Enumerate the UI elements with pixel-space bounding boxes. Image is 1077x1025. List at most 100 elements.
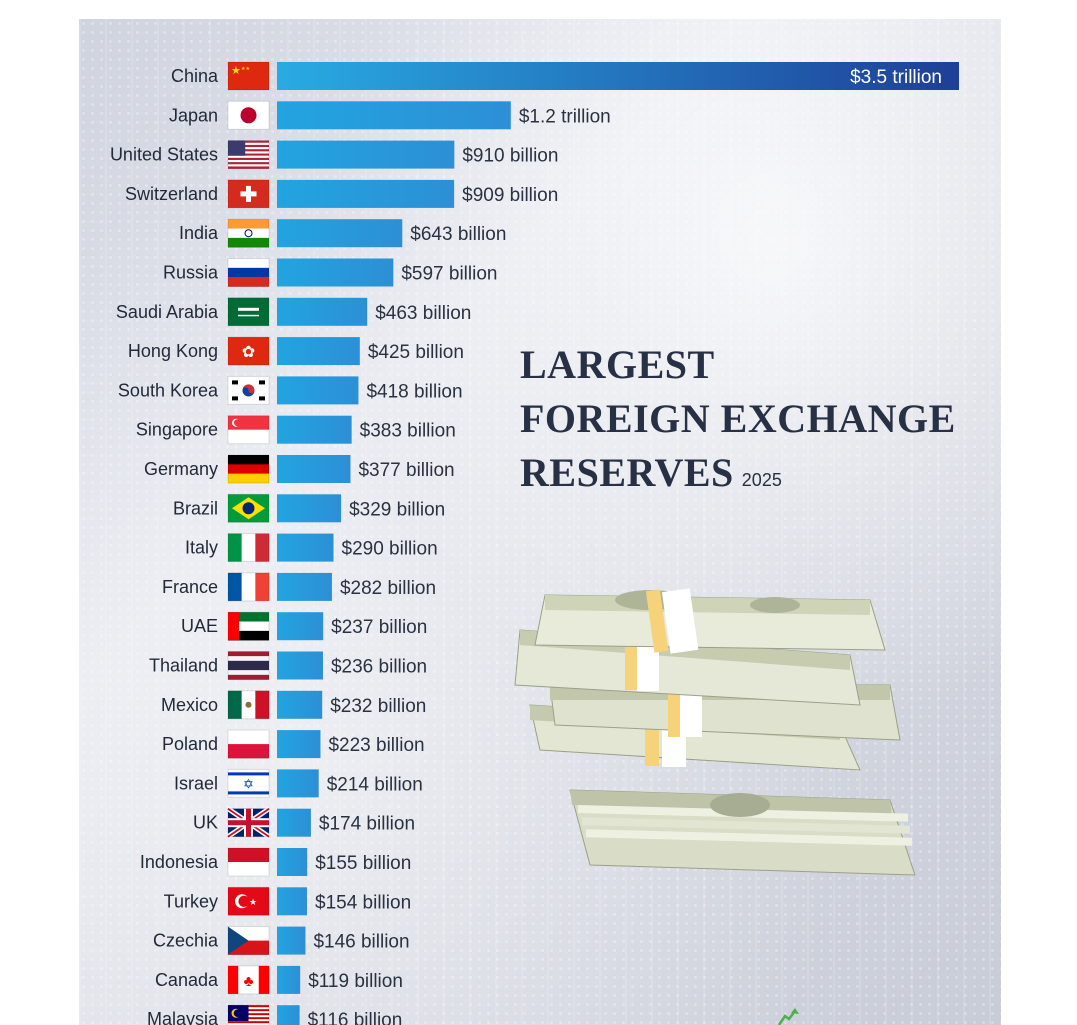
chart-row: Saudi Arabia $463 billion xyxy=(116,297,471,327)
country-label: Italy xyxy=(185,538,218,558)
bar xyxy=(277,376,359,405)
value-label: $119 billion xyxy=(308,971,403,992)
country-label: Russia xyxy=(163,263,219,283)
country-label: Saudi Arabia xyxy=(116,302,219,322)
saudi-arabia-flag-icon xyxy=(227,297,270,327)
value-label: $223 billion xyxy=(328,735,424,756)
bar xyxy=(277,533,334,562)
country-label: India xyxy=(179,223,219,243)
chart-row: Russia $597 billion xyxy=(163,258,497,287)
svg-text:♣: ♣ xyxy=(244,973,254,990)
value-label: $1.2 trillion xyxy=(519,106,611,127)
chart-row: Israel ✡ $214 billion xyxy=(174,768,423,798)
russia-flag-icon xyxy=(227,258,270,287)
turkey-flag-icon: ★ xyxy=(227,886,270,916)
chart-row: Brazil $329 billion xyxy=(173,493,445,523)
czechia-flag-icon xyxy=(227,926,270,956)
mexico-flag-icon xyxy=(227,690,270,720)
svg-text:★★: ★★ xyxy=(241,66,250,72)
title-line-3: RESERVES 2025 xyxy=(520,446,990,507)
chart-row: Turkey ★ $154 billion xyxy=(164,886,411,916)
chart-row: Italy $290 billion xyxy=(185,533,438,563)
country-label: Canada xyxy=(155,970,219,990)
indonesia-flag-icon xyxy=(227,847,270,877)
value-label: $236 billion xyxy=(331,657,427,678)
country-label: Singapore xyxy=(136,420,218,440)
bar xyxy=(277,415,352,444)
france-flag-icon xyxy=(227,572,270,602)
bar xyxy=(277,651,323,680)
value-label: $146 billion xyxy=(313,932,409,953)
title-line-1: LARGEST xyxy=(520,342,715,387)
chart-row: Canada ♣ $119 billion xyxy=(155,965,403,995)
bar xyxy=(277,455,351,483)
value-label: $154 billion xyxy=(315,892,411,913)
chart-row: China ★ ★★ $3.5 trillion xyxy=(171,61,959,91)
bar xyxy=(277,62,959,90)
chart-row: Mexico $232 billion xyxy=(161,690,426,720)
value-label: $282 billion xyxy=(340,578,436,599)
country-label: Malaysia xyxy=(147,1009,219,1025)
country-label: Thailand xyxy=(149,656,218,676)
bar xyxy=(277,887,308,916)
switzerland-flag-icon xyxy=(227,179,270,209)
chart-row: France $282 billion xyxy=(162,572,436,602)
chart-row: Singapore $383 billion xyxy=(136,415,456,445)
value-label: $909 billion xyxy=(462,185,558,206)
country-label: UK xyxy=(193,813,218,833)
value-label: $214 billion xyxy=(327,774,423,795)
japan-flag-icon xyxy=(227,100,270,130)
country-label: Mexico xyxy=(161,695,218,715)
country-label: Germany xyxy=(144,459,218,479)
country-label: Switzerland xyxy=(125,184,218,204)
bar xyxy=(277,494,342,523)
country-label: Israel xyxy=(174,773,218,793)
chart-row: South Korea $418 billion xyxy=(118,375,463,405)
chart-row: Japan $1.2 trillion xyxy=(169,100,611,130)
chart-row: Indonesia $155 billion xyxy=(140,847,411,877)
country-label: Turkey xyxy=(164,891,218,911)
country-label: Japan xyxy=(169,105,218,125)
value-label: $910 billion xyxy=(462,146,558,167)
value-label: $377 billion xyxy=(358,460,454,481)
value-label: $463 billion xyxy=(375,303,471,324)
chart-row: UAE $237 billion xyxy=(181,611,427,641)
chart-row: Thailand $236 billion xyxy=(149,651,427,680)
brazil-flag-icon xyxy=(227,493,270,523)
country-label: Czechia xyxy=(153,931,219,951)
country-label: Hong Kong xyxy=(128,341,218,361)
italy-flag-icon xyxy=(227,533,270,563)
country-label: United States xyxy=(110,145,218,165)
bar xyxy=(277,101,511,130)
stacked-dollar-bills-icon xyxy=(514,588,916,876)
title-line-3-text: RESERVES xyxy=(520,450,734,495)
svg-text:★: ★ xyxy=(249,897,257,907)
canada-flag-icon: ♣ xyxy=(227,965,270,995)
uae-flag-icon xyxy=(227,611,270,641)
bar xyxy=(277,730,321,759)
bar xyxy=(277,965,301,994)
bar xyxy=(277,612,324,641)
country-label: Indonesia xyxy=(140,852,219,872)
value-label: $329 billion xyxy=(349,499,445,520)
growth-arrow-icon xyxy=(777,1008,799,1025)
bar xyxy=(277,337,360,366)
uk-flag-icon xyxy=(226,806,271,839)
value-label: $290 billion xyxy=(342,539,438,560)
bar xyxy=(277,258,394,287)
malaysia-flag-icon xyxy=(227,1004,270,1025)
chart-row: Malaysia $116 billion xyxy=(147,1004,402,1025)
chart-subtitle-year: 2025 xyxy=(741,470,782,490)
value-label: $174 billion xyxy=(319,814,415,835)
hong-kong-flag-icon: ✿ xyxy=(227,336,270,366)
chart-row: Czechia $146 billion xyxy=(153,926,410,956)
bar xyxy=(277,769,319,798)
title-line-2: FOREIGN EXCHANGE xyxy=(520,396,956,441)
india-flag-icon xyxy=(227,218,270,248)
bar xyxy=(277,1005,300,1025)
country-label: France xyxy=(162,577,218,597)
bar xyxy=(277,179,455,208)
country-label: China xyxy=(171,66,219,86)
bar xyxy=(277,808,311,837)
chart-title: LARGEST FOREIGN EXCHANGE RESERVES 2025 xyxy=(520,338,990,507)
